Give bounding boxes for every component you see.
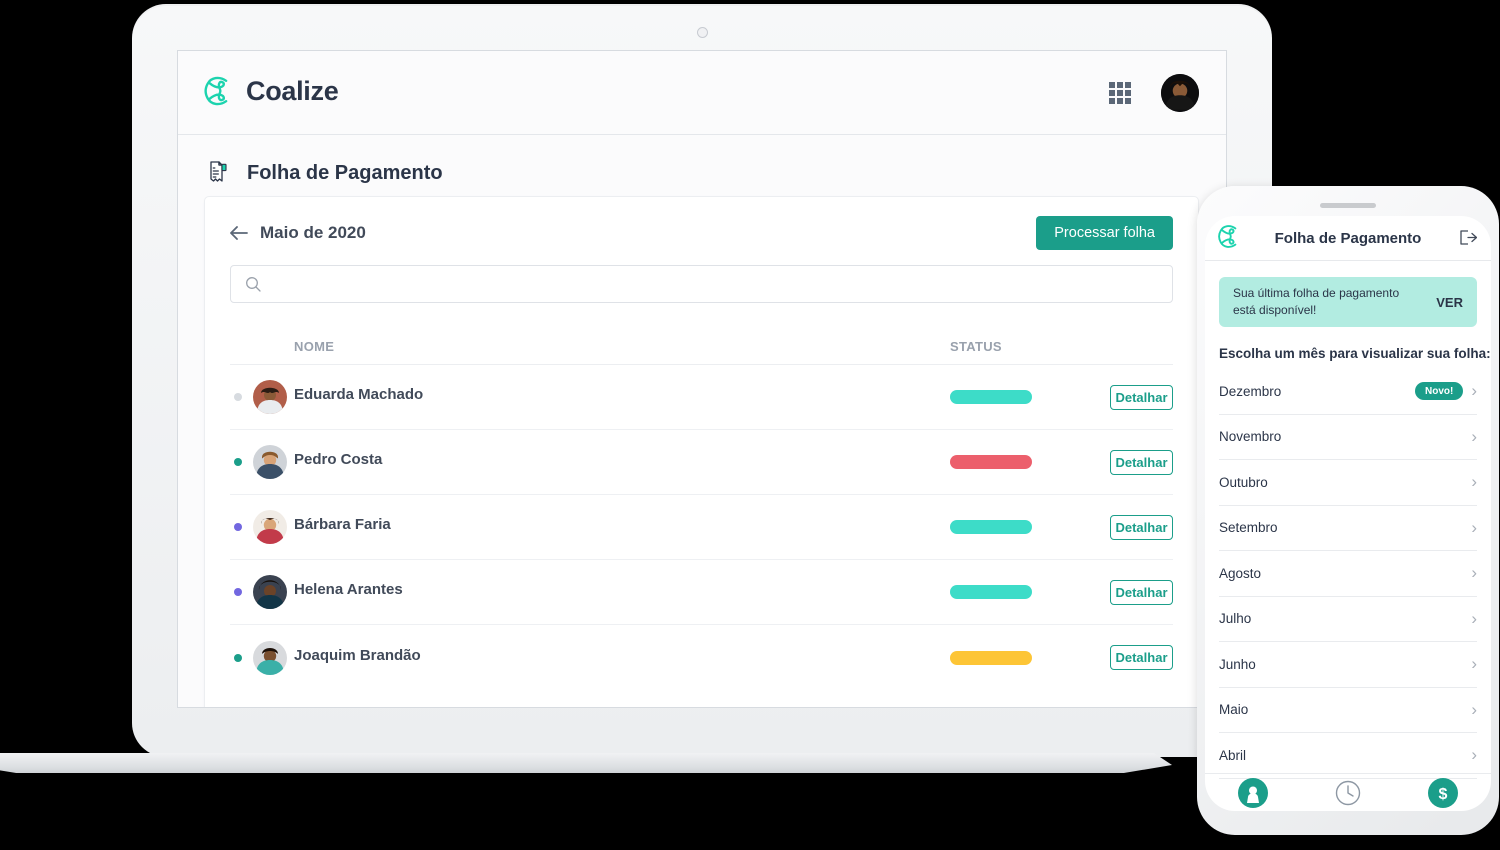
svg-text:$: $ (1438, 786, 1447, 803)
